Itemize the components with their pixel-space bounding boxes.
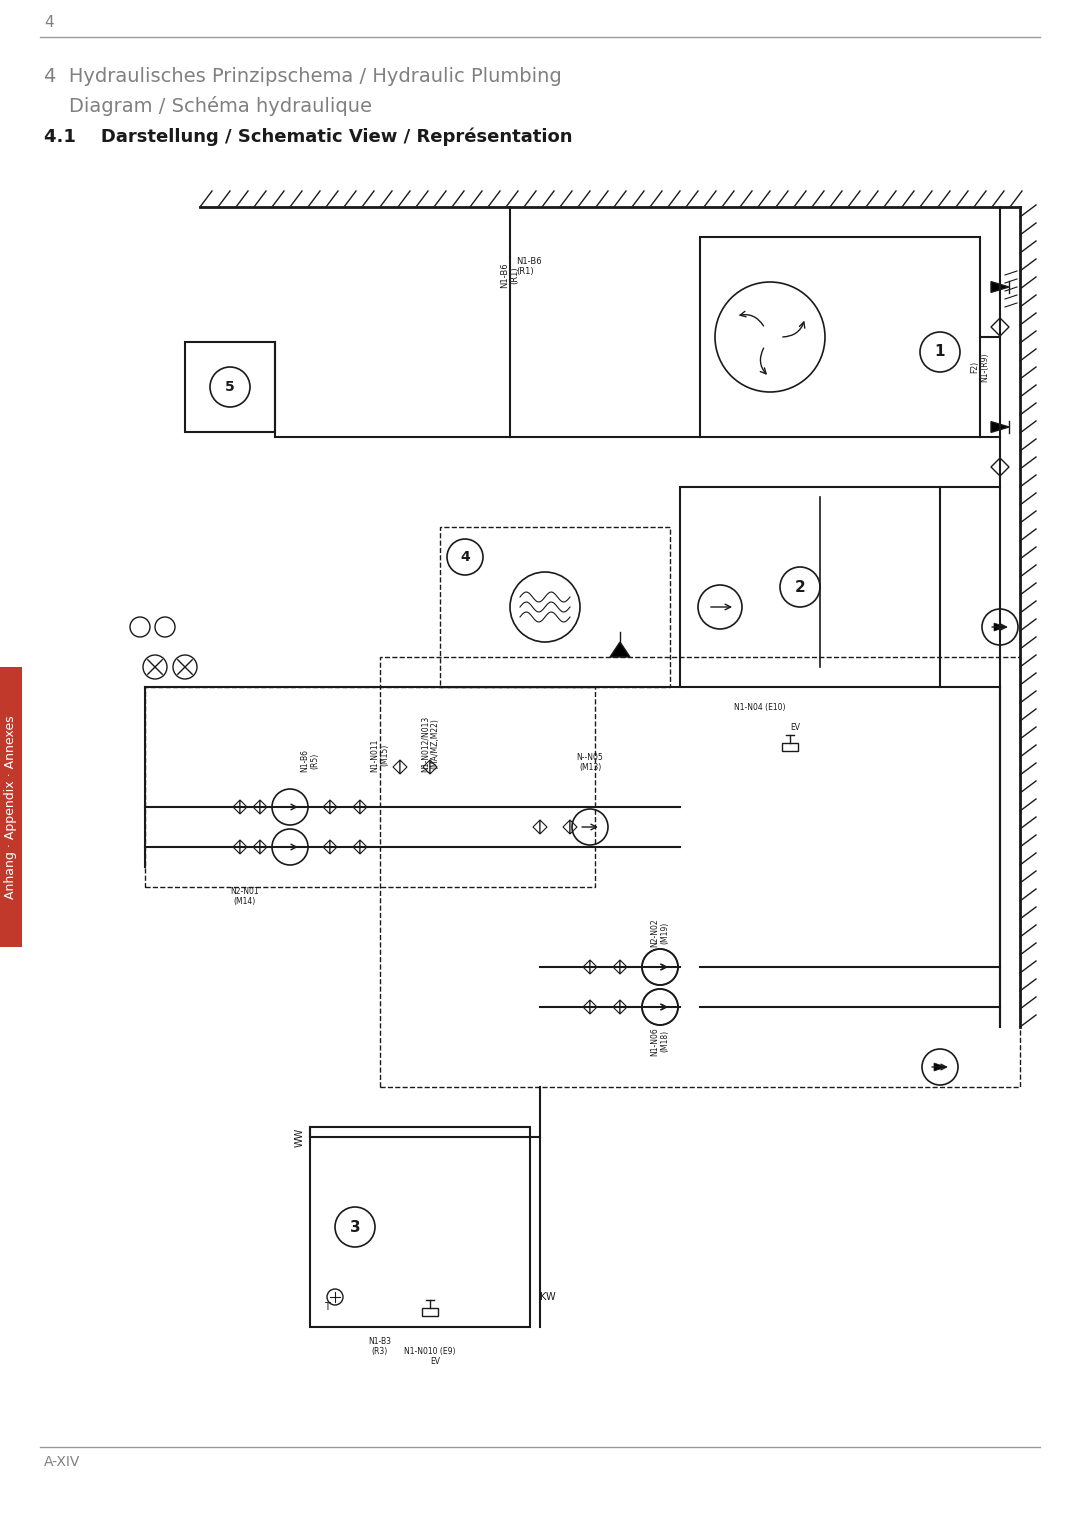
Text: N1-N06
(M18): N1-N06 (M18) (650, 1028, 670, 1055)
Polygon shape (610, 641, 630, 657)
Polygon shape (330, 800, 337, 814)
Text: N2-N02
(M19): N2-N02 (M19) (650, 918, 670, 947)
Text: 2: 2 (795, 580, 806, 594)
Bar (440, 527, 670, 687)
Text: N1-N04 (E10): N1-N04 (E10) (734, 702, 786, 712)
Polygon shape (570, 820, 577, 834)
Polygon shape (991, 458, 1000, 476)
Text: N1-B6
(R1): N1-B6 (R1) (516, 257, 542, 276)
Polygon shape (613, 1000, 620, 1014)
Text: 4: 4 (44, 15, 54, 31)
Polygon shape (583, 960, 590, 974)
Polygon shape (330, 840, 337, 854)
Text: N1-B6
(R5): N1-B6 (R5) (300, 750, 320, 773)
Polygon shape (590, 960, 597, 974)
Bar (310, 1127, 530, 1327)
Polygon shape (991, 421, 1009, 432)
Bar (0, 667, 22, 947)
Text: N1-B3
(R3): N1-B3 (R3) (368, 1338, 391, 1356)
Text: N1-N012/N013
(MA/MZ,M22): N1-N012/N013 (MA/MZ,M22) (420, 716, 440, 773)
Polygon shape (240, 800, 247, 814)
Bar (145, 687, 595, 887)
Polygon shape (233, 840, 240, 854)
Polygon shape (563, 820, 570, 834)
Polygon shape (253, 800, 260, 814)
Text: N1-N011
(M15): N1-N011 (M15) (370, 739, 390, 773)
Polygon shape (1000, 318, 1009, 336)
Polygon shape (400, 760, 407, 774)
Bar (380, 657, 1020, 1087)
Polygon shape (233, 800, 240, 814)
Text: 4  Hydraulisches Prinzipschema / Hydraulic Plumbing
    Diagram / Schéma hydraul: 4 Hydraulisches Prinzipschema / Hydrauli… (44, 67, 562, 116)
Polygon shape (360, 800, 367, 814)
Polygon shape (1000, 458, 1009, 476)
Bar (680, 487, 940, 687)
Text: F2)
N1-(R9): F2) N1-(R9) (970, 353, 989, 382)
Polygon shape (540, 820, 546, 834)
Text: T: T (324, 1303, 329, 1312)
Polygon shape (430, 760, 437, 774)
Polygon shape (613, 960, 620, 974)
Polygon shape (620, 1000, 627, 1014)
Bar (700, 237, 980, 437)
Bar (782, 744, 798, 751)
Text: EV: EV (430, 1358, 440, 1367)
Text: 5: 5 (225, 380, 234, 394)
Text: 4.1    Darstellung / Schematic View / Représentation: 4.1 Darstellung / Schematic View / Repré… (44, 127, 572, 145)
Bar (185, 342, 275, 432)
Text: KW: KW (540, 1292, 555, 1303)
Polygon shape (590, 1000, 597, 1014)
Polygon shape (991, 281, 1009, 292)
Text: A-XIV: A-XIV (44, 1455, 80, 1469)
Polygon shape (583, 1000, 590, 1014)
Text: 4: 4 (460, 550, 470, 563)
Polygon shape (353, 800, 360, 814)
Polygon shape (991, 318, 1000, 336)
Polygon shape (423, 760, 430, 774)
Polygon shape (323, 840, 330, 854)
Polygon shape (253, 840, 260, 854)
Text: 1: 1 (935, 345, 945, 359)
Text: 3: 3 (350, 1220, 361, 1234)
Polygon shape (393, 760, 400, 774)
Polygon shape (323, 800, 330, 814)
Polygon shape (360, 840, 367, 854)
Polygon shape (353, 840, 360, 854)
Polygon shape (534, 820, 540, 834)
Text: N1-N010 (E9): N1-N010 (E9) (404, 1347, 456, 1356)
Polygon shape (260, 800, 267, 814)
Text: EV: EV (789, 722, 800, 731)
Text: N--N05
(M13): N--N05 (M13) (577, 753, 604, 773)
Text: WW: WW (295, 1127, 305, 1147)
Polygon shape (620, 960, 627, 974)
Polygon shape (260, 840, 267, 854)
Text: N2-N01
(M14): N2-N01 (M14) (231, 887, 259, 907)
Polygon shape (994, 623, 1005, 631)
Text: N1-B6
(R1): N1-B6 (R1) (500, 263, 519, 287)
Text: Anhang · Appendix · Annexes: Anhang · Appendix · Annexes (4, 715, 17, 899)
Polygon shape (240, 840, 247, 854)
Bar (422, 1309, 438, 1316)
Polygon shape (934, 1063, 946, 1070)
